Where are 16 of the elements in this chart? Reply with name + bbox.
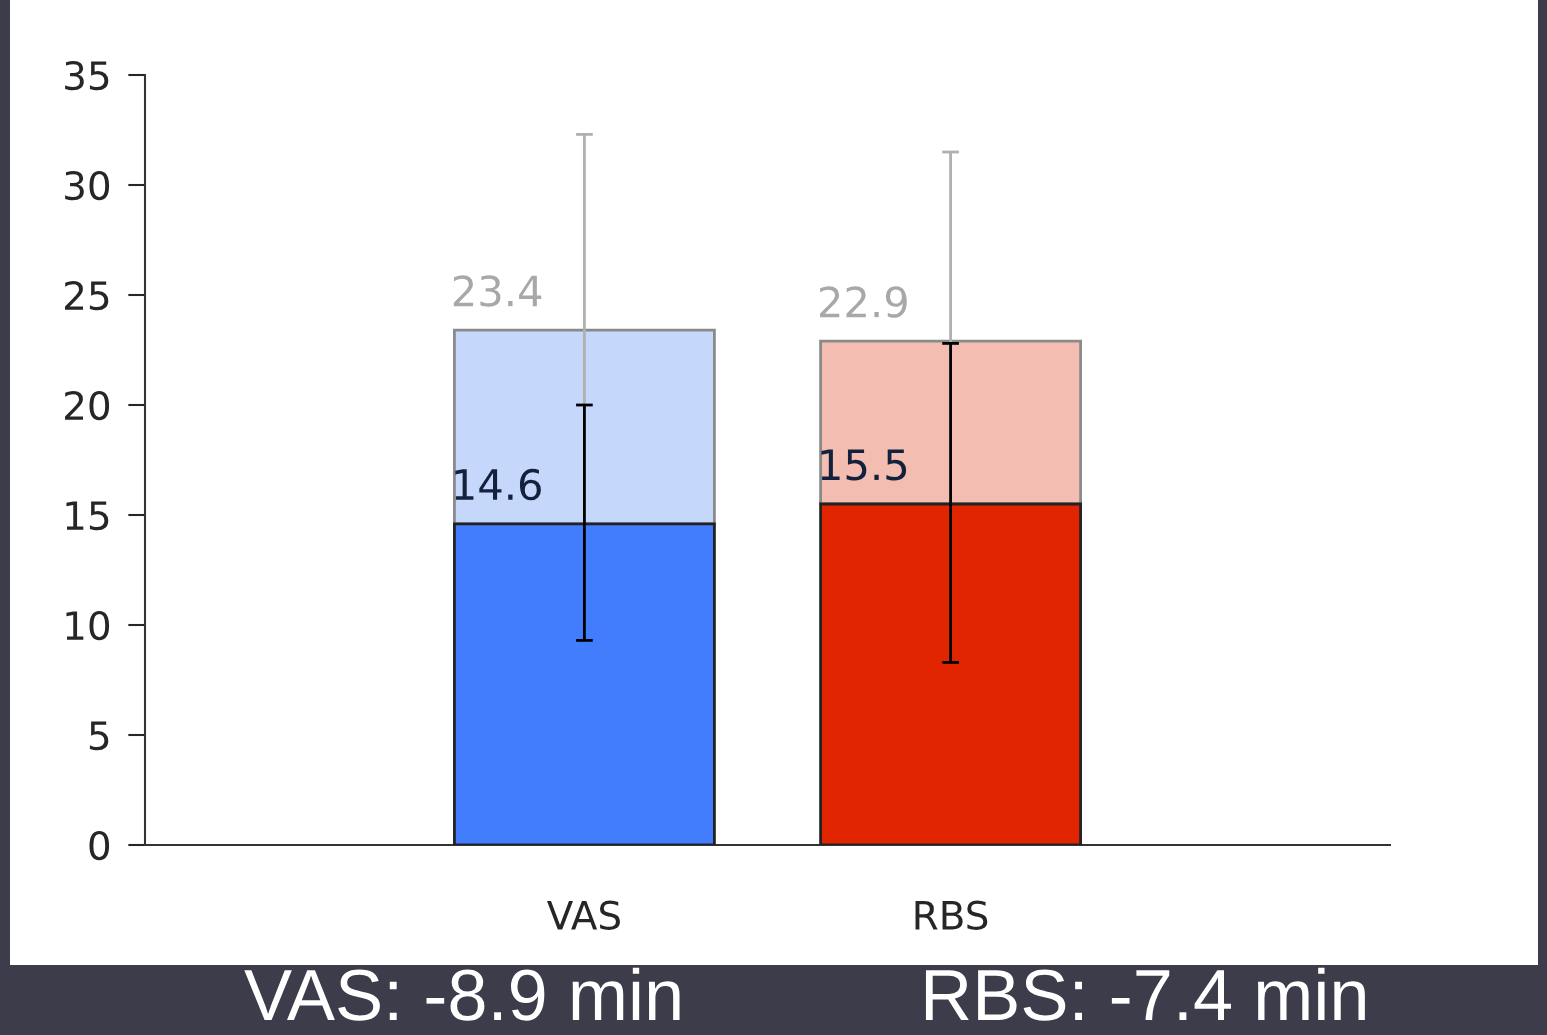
text: RBS: -7.4 min [925, 967, 1365, 1021]
total-label: 23.4 [453, 275, 542, 307]
y-tick-label: 35 [65, 60, 109, 91]
x-tick-label: RBS [915, 900, 988, 930]
y-tick-label: 25 [65, 280, 109, 311]
y-tick-label: 30 [65, 170, 110, 201]
text: VAS: -8.9 min [244, 967, 680, 1021]
y-tick-label: 10 [66, 610, 110, 641]
total-label: 22.9 [819, 286, 907, 318]
y-tick-label: 15 [66, 501, 109, 531]
x-tick-label: VAS [547, 900, 620, 930]
text: 14.6 [455, 468, 541, 501]
y-tick-label: 0 [89, 830, 110, 861]
y-tick-label: 20 [65, 390, 110, 421]
y-tick-label: 5 [89, 721, 109, 751]
text: 15.5 [821, 449, 907, 481]
